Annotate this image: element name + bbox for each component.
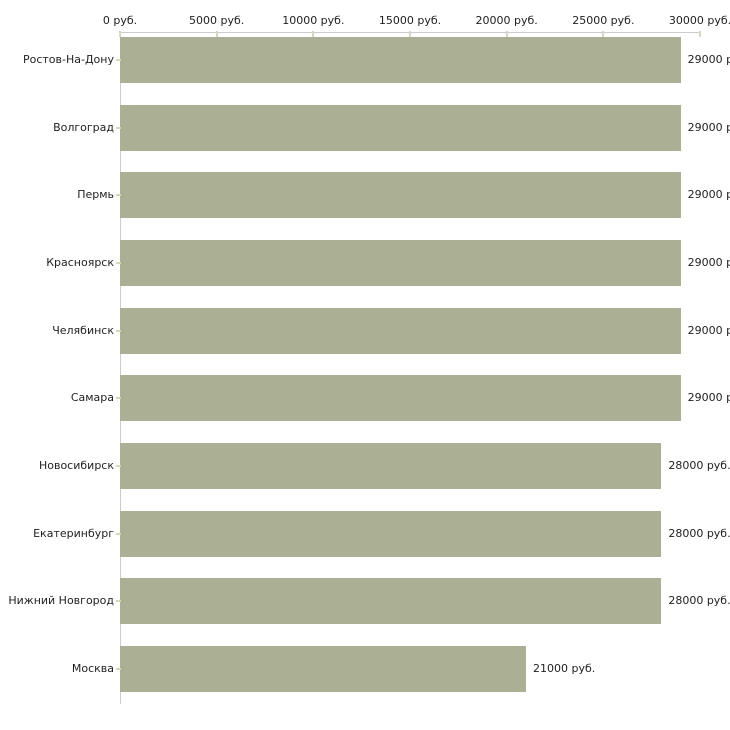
x-tick-mark bbox=[602, 31, 605, 37]
y-tick-mark bbox=[116, 329, 121, 332]
y-tick-mark bbox=[116, 397, 121, 400]
value-label: 29000 руб. bbox=[687, 256, 730, 269]
bar-9 bbox=[120, 578, 662, 625]
category-label: Пермь bbox=[77, 188, 114, 202]
value-label: 29000 руб. bbox=[687, 323, 730, 337]
x-tick-mark bbox=[699, 31, 701, 37]
bar-3 bbox=[120, 172, 681, 219]
bar-5 bbox=[120, 307, 681, 354]
category-label: Челябинск bbox=[52, 323, 114, 337]
x-tick-mark bbox=[119, 31, 121, 37]
category-label: Самара bbox=[70, 391, 114, 405]
x-tick-mark bbox=[505, 31, 508, 37]
x-tick-label: 10000 руб. bbox=[282, 14, 345, 27]
category-label: Ростов-На-Дону bbox=[22, 53, 114, 66]
x-tick-label: 30000 руб. bbox=[668, 14, 730, 27]
value-label: 29000 руб. bbox=[687, 391, 730, 405]
value-label: 29000 руб. bbox=[687, 53, 730, 66]
y-axis-line bbox=[120, 32, 121, 704]
category-label: Нижний Новгород bbox=[8, 594, 114, 608]
value-label: 29000 руб. bbox=[687, 120, 730, 134]
x-tick-mark bbox=[409, 31, 411, 37]
y-tick-mark bbox=[116, 668, 121, 671]
value-label: 28000 руб. bbox=[668, 594, 730, 608]
y-tick-mark bbox=[116, 59, 121, 61]
y-tick-mark bbox=[116, 194, 121, 197]
x-tick-mark bbox=[215, 31, 218, 37]
value-label: 21000 руб. bbox=[533, 662, 596, 676]
y-tick-mark bbox=[116, 600, 121, 603]
category-label: Красноярск bbox=[46, 256, 114, 269]
y-tick-mark bbox=[116, 126, 121, 129]
y-tick-mark bbox=[116, 262, 121, 264]
y-tick-mark bbox=[116, 532, 121, 535]
x-tick-label: 5000 руб. bbox=[189, 14, 245, 27]
bar-6 bbox=[120, 375, 681, 422]
category-label: Екатеринбург bbox=[33, 526, 114, 540]
bar-7 bbox=[120, 443, 662, 490]
y-tick-mark bbox=[116, 465, 121, 468]
value-label: 28000 руб. bbox=[668, 526, 730, 540]
x-tick-label: 15000 руб. bbox=[378, 14, 442, 27]
x-tick-mark bbox=[312, 31, 315, 37]
bar-10 bbox=[120, 646, 526, 693]
x-tick-label: 20000 руб. bbox=[475, 14, 538, 27]
bar-8 bbox=[120, 510, 662, 557]
value-label: 29000 руб. bbox=[687, 188, 730, 202]
value-label: 28000 руб. bbox=[668, 459, 730, 473]
category-label: Москва bbox=[71, 662, 114, 676]
bar-4 bbox=[120, 240, 681, 286]
category-label: Новосибирск bbox=[38, 459, 114, 473]
category-label: Волгоград bbox=[53, 120, 114, 134]
x-tick-label: 0 руб. bbox=[102, 14, 138, 27]
x-tick-label: 25000 руб. bbox=[572, 14, 635, 27]
bar-1 bbox=[120, 37, 681, 83]
bar-2 bbox=[120, 104, 681, 151]
